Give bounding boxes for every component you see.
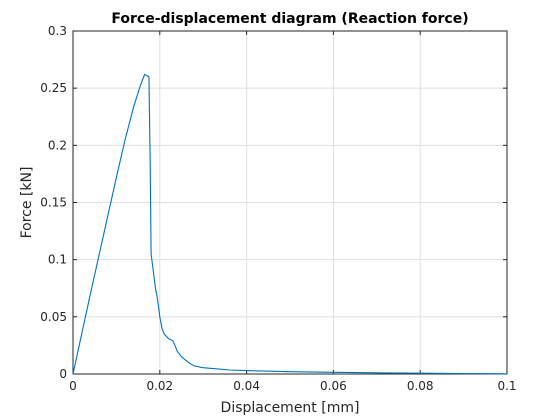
tick-layer: 0 0.02 0.04 0.06 0.08 0.1 0 0.05 0.1 0.15 0.2 0.25 0… [40, 24, 516, 393]
y-tick-label: 0.3 [48, 24, 67, 38]
y-tick-label: 0 [59, 367, 67, 381]
y-tick-label: 0.25 [40, 81, 67, 95]
y-axis-label: Force [kN] [19, 167, 35, 239]
y-tick-label: 0.15 [40, 196, 67, 210]
y-tick-label: 0.05 [40, 310, 67, 324]
y-tick-label: 0.1 [48, 253, 67, 267]
chart-title: Force-displacement diagram (Reaction for… [111, 11, 468, 27]
y-tick-label: 0.2 [48, 138, 67, 152]
x-tick-label: 0.1 [497, 379, 516, 393]
x-tick-label: 0.08 [407, 379, 434, 393]
x-tick-label: 0 [69, 379, 77, 393]
x-tick-label: 0.06 [320, 379, 347, 393]
x-tick-label: 0.04 [233, 379, 260, 393]
grid-layer [72, 30, 508, 375]
x-axis-label: Displacement [mm] [221, 400, 360, 416]
series-line [72, 73, 508, 375]
x-tick-label: 0.02 [146, 379, 173, 393]
series-layer [72, 73, 508, 375]
